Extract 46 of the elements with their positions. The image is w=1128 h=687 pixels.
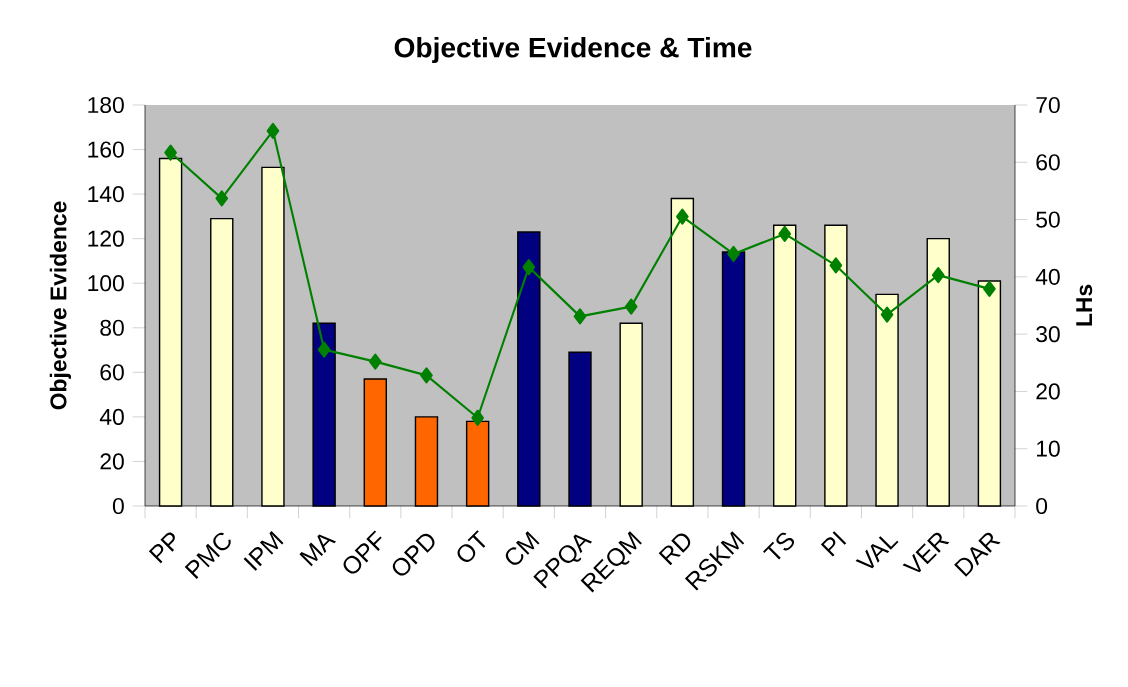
x-tick-label: OT — [457, 530, 486, 562]
point — [880, 306, 894, 323]
x-tick-label: IPM — [243, 530, 284, 571]
point — [676, 208, 689, 225]
y-tick-label: 140 — [88, 186, 124, 203]
point — [931, 267, 945, 284]
y-tick-label: 40 — [99, 408, 124, 425]
y2-tick-label: 0 — [1036, 497, 1048, 515]
y2-tick-label: 20 — [1036, 383, 1060, 400]
point — [778, 225, 792, 242]
point — [573, 308, 587, 325]
x-tick-label: PI — [820, 531, 847, 557]
point — [727, 245, 740, 263]
point — [266, 122, 280, 139]
point — [420, 367, 433, 384]
x-tick-label: VAL — [855, 536, 899, 569]
y-axis-title: Objective Evidence — [49, 201, 72, 410]
y-tick-label: 60 — [100, 364, 124, 381]
y2-tick-label: 10 — [1037, 440, 1060, 457]
point — [829, 257, 843, 274]
x-tick-label: VER — [902, 532, 950, 573]
x-tick-label: TS — [763, 532, 795, 560]
y2-tick-label: 70 — [1036, 96, 1060, 114]
chart-title: Objective Evidence & Time — [394, 36, 752, 64]
x-tick-label: MA — [299, 534, 337, 567]
y-tick-label: 120 — [88, 230, 124, 247]
point — [317, 341, 331, 358]
y-tick-label: 20 — [100, 453, 124, 470]
y2-axis-title: LHs — [1076, 284, 1093, 326]
y2-tick-label: 50 — [1036, 211, 1060, 228]
y-tick-label: 80 — [100, 319, 124, 336]
point — [471, 409, 484, 426]
y-tick-label: 160 — [88, 141, 124, 158]
point — [368, 353, 382, 370]
point — [164, 144, 177, 161]
x-tick-label: PP — [148, 532, 175, 564]
point — [215, 190, 229, 207]
y2-tick-label: 60 — [1036, 154, 1060, 171]
y-tick-label: 180 — [88, 96, 124, 114]
y2-tick-label: 40 — [1035, 268, 1060, 285]
y2-tick-label: 30 — [1036, 326, 1060, 343]
point — [983, 280, 996, 297]
point — [522, 259, 536, 276]
y-tick-label: 100 — [88, 275, 124, 292]
y-tick-label: 0 — [112, 497, 124, 515]
point — [624, 298, 638, 315]
